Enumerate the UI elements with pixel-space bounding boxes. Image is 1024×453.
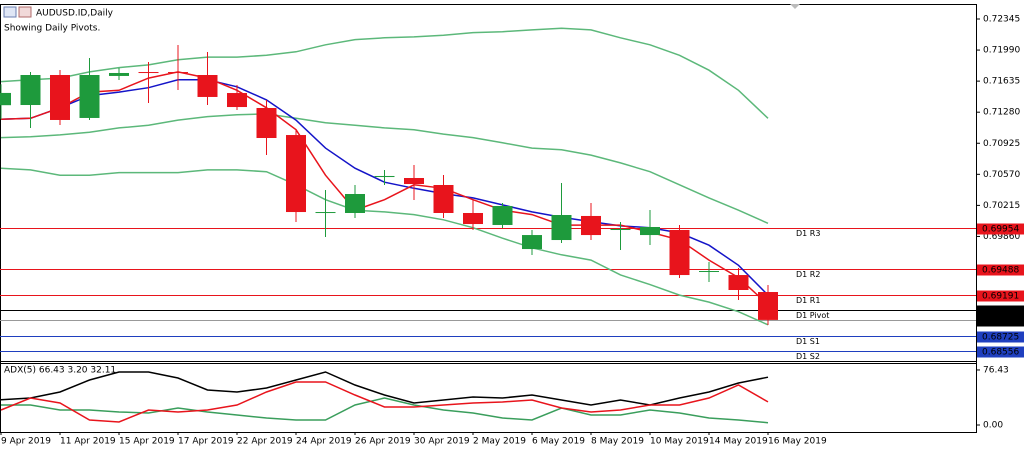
indicator-line [0, 381, 769, 423]
candle-body [20, 75, 41, 106]
candle-body [227, 93, 247, 108]
candle-body [610, 229, 631, 231]
indicator-line [0, 113, 769, 224]
candle-body [728, 275, 749, 290]
y-tick-label: 0.72345 [983, 15, 1020, 25]
candle-body [345, 194, 365, 213]
x-tick-label: 22 Apr 2019 [237, 437, 293, 447]
price-box-label: 0.69954 [982, 225, 1019, 235]
x-tick-label: 8 May 2019 [591, 437, 644, 447]
symbol-icon [3, 6, 32, 18]
candle-body [286, 135, 306, 213]
pivot-name: D1 R3 [796, 229, 820, 238]
price-box [977, 346, 1024, 358]
price-box [977, 223, 1024, 235]
x-tick-label: 30 Apr 2019 [414, 437, 470, 447]
candle-body [522, 235, 542, 250]
price-box [977, 264, 1024, 276]
x-tick-label: 2 May 2019 [473, 437, 526, 447]
x-tick-label: 11 Apr 2019 [60, 437, 116, 447]
indicator-line [0, 167, 769, 326]
price-box [977, 290, 1024, 302]
candle-body [433, 184, 454, 213]
x-tick-label: 15 Apr 2019 [119, 437, 175, 447]
x-tick-label: 24 Apr 2019 [296, 437, 352, 447]
pivot-name: D1 Pivot [796, 311, 829, 320]
x-tick-label: 26 Apr 2019 [355, 437, 411, 447]
candle-body [669, 229, 690, 276]
candle-body [109, 72, 129, 76]
indicator-line [0, 371, 769, 406]
candle-body [374, 175, 395, 178]
y-tick-label: 0.69860 [983, 232, 1020, 242]
candle-body [197, 75, 218, 97]
panel-title: ADX(5) 66.43 3.20 32.11 [4, 366, 116, 376]
x-tick-label: 10 May 2019 [650, 437, 709, 447]
pivot-name: D1 R1 [796, 296, 820, 305]
candle-body [640, 226, 660, 236]
y-tick-label: 0.71990 [983, 46, 1020, 56]
indicator-line [0, 27, 769, 119]
indicator-line [1, 397, 769, 424]
x-tick-label: 17 Apr 2019 [178, 437, 234, 447]
candle-body [699, 271, 719, 273]
candle-body [404, 177, 424, 185]
candle-body [50, 75, 70, 120]
candle-body [315, 212, 336, 214]
candle-body [168, 72, 188, 74]
y-tick-label: 0.71280 [983, 108, 1020, 118]
x-tick-label: 9 Apr 2019 [1, 437, 51, 447]
price-box-label: 0.69191 [982, 292, 1019, 302]
y-tick-label: 0.71635 [983, 77, 1020, 87]
pivot-name: D1 S2 [796, 352, 820, 361]
candle-body [138, 72, 159, 74]
candle-body [492, 205, 513, 225]
price-box-label: 0.68556 [982, 348, 1019, 358]
x-tick-label: 16 May 2019 [768, 437, 827, 447]
candle-body [758, 292, 778, 320]
price-box [977, 331, 1024, 343]
adx-plot [0, 371, 769, 424]
price-box [977, 315, 1024, 327]
y-tick-label: 0.70925 [983, 139, 1020, 149]
price-box-label: 0.68906 [982, 317, 1019, 327]
price-plot [0, 27, 976, 352]
price-box-label: 0.69488 [982, 266, 1019, 276]
candle-body [79, 75, 100, 118]
frame [0, 4, 977, 433]
price-box-label: 0.68725 [982, 333, 1019, 343]
candle-body [551, 215, 572, 241]
y-tick-label: 0.70215 [983, 201, 1020, 211]
candle-body [0, 92, 11, 106]
y-tick-label: 0.70570 [983, 170, 1020, 180]
axes: 0.72345 0.71990 0.71635 0.71280 0.70925 0.705… [0, 15, 1024, 447]
price-box [977, 305, 1024, 317]
x-tick-label: 14 May 2019 [709, 437, 768, 447]
y-tick-label: 76.43 [983, 365, 1009, 375]
pivot-name: D1 R2 [796, 270, 820, 279]
candle-body [256, 107, 277, 139]
shift-marker [790, 4, 800, 9]
candle-body [463, 212, 483, 225]
pivot-name: D1 S1 [796, 337, 820, 346]
price-box-label: 0.69022 [982, 307, 1019, 317]
chart-subtitle: Showing Daily Pivots. [4, 24, 100, 34]
x-tick-label: 6 May 2019 [532, 437, 585, 447]
y-tick-label: 0.00 [983, 421, 1003, 431]
candle-body [581, 215, 601, 236]
chart-title: AUDUSD.ID,Daily [36, 9, 114, 19]
